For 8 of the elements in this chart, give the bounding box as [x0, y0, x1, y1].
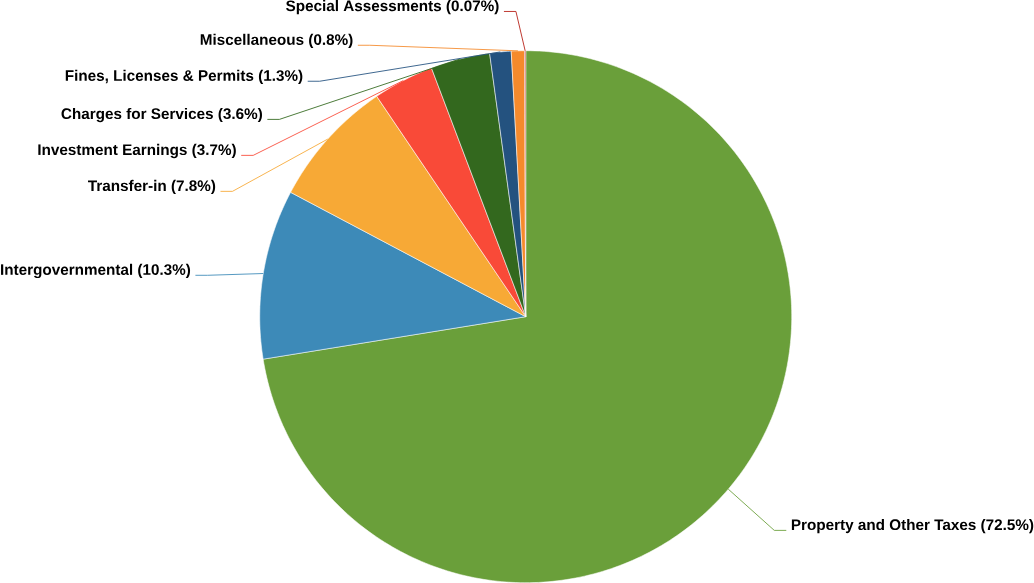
slice-label: Special Assessments (0.07%) — [286, 0, 499, 15]
slice-label: Intergovernmental (10.3%) — [1, 263, 191, 279]
slice-label: Miscellaneous (0.8%) — [200, 33, 353, 49]
slice-label: Fines, Licenses & Permits (1.3%) — [65, 69, 303, 84]
slice-label: Property and Other Taxes (72.5%) — [791, 518, 1034, 534]
slice-label: Investment Earnings (3.7%) — [38, 143, 236, 159]
slice-label: Transfer-in (7.8%) — [88, 179, 216, 195]
slice-label: Charges for Services (3.6%) — [61, 107, 262, 123]
